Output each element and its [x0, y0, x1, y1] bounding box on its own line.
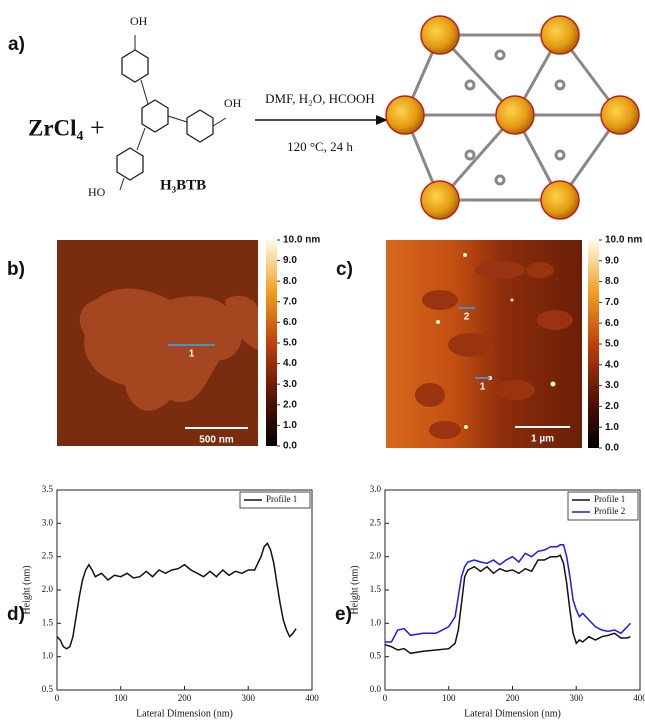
x-tick-label: 300 — [570, 693, 584, 703]
colorbar-tick-label: 0.0 — [605, 443, 619, 454]
conditions: DMF, H₂O, HCOOH — [265, 91, 375, 106]
legend-label: Profile 2 — [594, 506, 625, 516]
x-tick-label: 200 — [506, 693, 520, 703]
data-line — [385, 545, 630, 642]
y-tick-label: 2.0 — [42, 584, 54, 594]
colorbar-tick-label: 4.0 — [605, 359, 619, 370]
profile-label: 1 — [189, 349, 195, 360]
linker-name: H₃BTB — [160, 177, 206, 193]
colorbar-tick-label: 1.0 — [605, 422, 619, 433]
colorbar-tick-label: 3.0 — [283, 379, 297, 390]
y-tick-label: 1.5 — [42, 617, 54, 627]
x-tick-label: 0 — [55, 693, 60, 703]
colorbar — [266, 240, 277, 446]
colorbar-tick-label: 10.0 nm — [283, 235, 320, 246]
x-tick-label: 100 — [114, 693, 128, 703]
afm-image — [386, 240, 582, 448]
y-tick-label: 1.0 — [370, 617, 382, 627]
linker-structure — [117, 35, 226, 190]
x-axis-label: Lateral Dimension (nm) — [464, 708, 561, 719]
colorbar-tick-label: 5.0 — [605, 339, 619, 350]
y-tick-label: 2.0 — [370, 551, 382, 561]
y-axis-label: Height (nm) — [349, 565, 360, 614]
panel-label: b) — [7, 259, 25, 280]
y-tick-label: 0.5 — [370, 651, 382, 661]
colorbar-tick-label: 5.0 — [283, 338, 297, 349]
profile-label: 2 — [464, 312, 470, 323]
x-tick-label: 400 — [305, 693, 319, 703]
y-axis-label: Height (nm) — [21, 565, 32, 614]
afm-image — [57, 240, 258, 446]
y-tick-label: 3.0 — [370, 484, 382, 494]
colorbar-tick-label: 9.0 — [605, 255, 619, 266]
x-tick-label: 200 — [178, 693, 192, 703]
scale-bar-label: 1 µm — [531, 434, 554, 445]
group-label: OH — [130, 14, 148, 28]
colorbar-tick-label: 6.0 — [605, 318, 619, 329]
colorbar-tick-label: 3.0 — [605, 380, 619, 391]
zr-clusters — [386, 16, 639, 219]
data-line — [385, 555, 630, 653]
y-tick-label: 3.0 — [42, 517, 54, 527]
colorbar-tick-label: 7.0 — [283, 296, 297, 307]
colorbar — [588, 240, 599, 448]
colorbar-tick-label: 6.0 — [283, 317, 297, 328]
y-tick-label: 3.5 — [42, 484, 54, 494]
colorbar-tick-label: 8.0 — [283, 276, 297, 287]
y-tick-label: 0.0 — [370, 684, 382, 694]
panel-label: a) — [8, 34, 25, 55]
profile-label: 1 — [480, 382, 486, 393]
group-label: OH — [224, 96, 242, 110]
x-tick-label: 400 — [633, 693, 645, 703]
y-tick-label: 1.5 — [370, 584, 382, 594]
colorbar-tick-label: 2.0 — [605, 401, 619, 412]
plus-sign: + — [90, 113, 105, 142]
colorbar-tick-label: 2.0 — [283, 399, 297, 410]
group-label: HO — [88, 185, 106, 199]
reaction-arrow — [255, 115, 388, 125]
x-axis-label: Lateral Dimension (nm) — [136, 708, 233, 719]
figure: a) ZrCl₄ + OH OH HO H₃BTB DMF, H₂O, HCOO… — [0, 0, 645, 723]
colorbar-tick-label: 1.0 — [283, 420, 297, 431]
reactant: ZrCl₄ — [28, 115, 84, 140]
conditions: 120 °C, 24 h — [287, 139, 353, 154]
colorbar-tick-label: 4.0 — [283, 358, 297, 369]
y-tick-label: 0.5 — [42, 684, 54, 694]
plot-frame — [57, 490, 312, 690]
x-tick-label: 100 — [442, 693, 456, 703]
x-tick-label: 300 — [242, 693, 256, 703]
panel-label: c) — [336, 259, 353, 280]
y-tick-label: 2.5 — [370, 517, 382, 527]
legend-label: Profile 1 — [594, 494, 625, 504]
y-tick-label: 2.5 — [42, 551, 54, 561]
scale-bar-label: 500 nm — [199, 435, 234, 446]
colorbar-tick-label: 10.0 nm — [605, 235, 642, 246]
colorbar-tick-label: 8.0 — [605, 276, 619, 287]
colorbar-tick-label: 7.0 — [605, 297, 619, 308]
x-tick-label: 0 — [383, 693, 388, 703]
y-tick-label: 1.0 — [42, 651, 54, 661]
legend-label: Profile 1 — [266, 494, 297, 504]
colorbar-tick-label: 0.0 — [283, 441, 297, 452]
colorbar-tick-label: 9.0 — [283, 255, 297, 266]
data-line — [57, 543, 296, 648]
